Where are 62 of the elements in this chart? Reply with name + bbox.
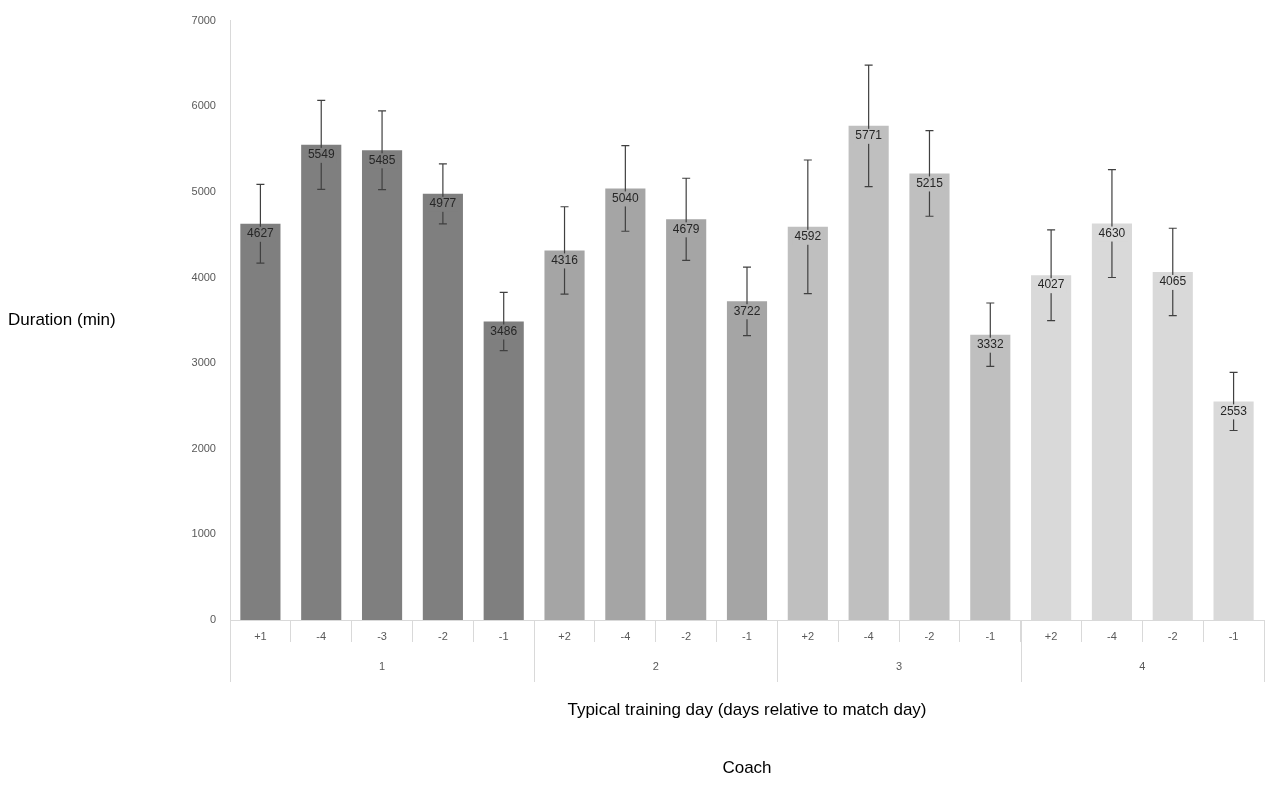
data-label: 4027	[1037, 277, 1065, 292]
x-tick-label: +1	[254, 629, 267, 642]
data-label: 4977	[429, 196, 457, 211]
text: 1	[378, 660, 386, 672]
bar	[422, 193, 463, 620]
bar	[240, 223, 281, 620]
data-label: 4630	[1098, 225, 1126, 240]
data-label: 3332	[976, 337, 1004, 351]
data-label: 5215	[916, 175, 944, 190]
data-label: 4627	[247, 226, 275, 241]
data-label: 4065	[1159, 274, 1187, 289]
x-tick-label: -2	[437, 629, 448, 642]
y-tick-label: 4000	[191, 270, 216, 283]
x-tick-label: +2	[1044, 629, 1058, 642]
y-tick-label: 7000	[191, 13, 216, 26]
data-label: 3486	[490, 323, 518, 338]
y-tick-label: 0	[209, 613, 216, 626]
data-label: 5549	[307, 147, 335, 162]
y-tick-label: 2000	[191, 441, 216, 454]
x-tick-label: -2	[681, 629, 692, 642]
bar	[301, 144, 342, 620]
bar	[970, 334, 1011, 620]
x-axis-title: Typical training day (days relative to match day)	[567, 700, 927, 720]
text: 2	[652, 660, 659, 672]
bar	[726, 301, 768, 620]
data-label: 4316	[551, 252, 579, 267]
data-label: 5771	[855, 128, 883, 143]
text: 3	[895, 660, 903, 672]
x-tick-label: +2	[801, 629, 815, 642]
x-tick-label: +2	[558, 629, 571, 642]
data-label: 5040	[612, 190, 640, 205]
x-tick-label: -2	[924, 629, 935, 642]
bar	[544, 250, 585, 620]
data-label: 4592	[794, 229, 822, 244]
data-label: 2553	[1220, 403, 1248, 418]
y-tick-label: 1000	[191, 527, 216, 540]
x-tick-label: -4	[620, 629, 631, 642]
x-tick-label: -2	[1167, 629, 1178, 642]
bar	[666, 219, 707, 620]
x-tick-label: -1	[985, 629, 996, 642]
x-tick-label: -4	[1107, 629, 1117, 642]
data-label: 3722	[733, 303, 761, 318]
bar	[361, 150, 403, 620]
bar	[605, 188, 646, 620]
bar	[909, 173, 950, 620]
x-tick-label: -3	[377, 629, 387, 642]
bar	[848, 125, 889, 620]
x-tick-label: -1	[1228, 629, 1239, 642]
y-tick-label: 5000	[191, 184, 216, 197]
y-tick-label: 3000	[191, 356, 216, 369]
x-tick-label: -4	[863, 629, 874, 642]
y-axis-title: Duration (min)	[8, 310, 116, 331]
bar	[483, 321, 524, 620]
x-tick-label: -4	[316, 629, 327, 642]
x-tick-label: -1	[498, 629, 509, 642]
x-tick-label: -1	[742, 629, 752, 642]
bar	[787, 226, 828, 620]
data-label: 5485	[368, 152, 396, 167]
y-tick-label: 6000	[191, 99, 216, 112]
text: 4	[1139, 660, 1146, 672]
data-label: 4679	[672, 221, 700, 236]
text: Coach	[722, 758, 772, 778]
